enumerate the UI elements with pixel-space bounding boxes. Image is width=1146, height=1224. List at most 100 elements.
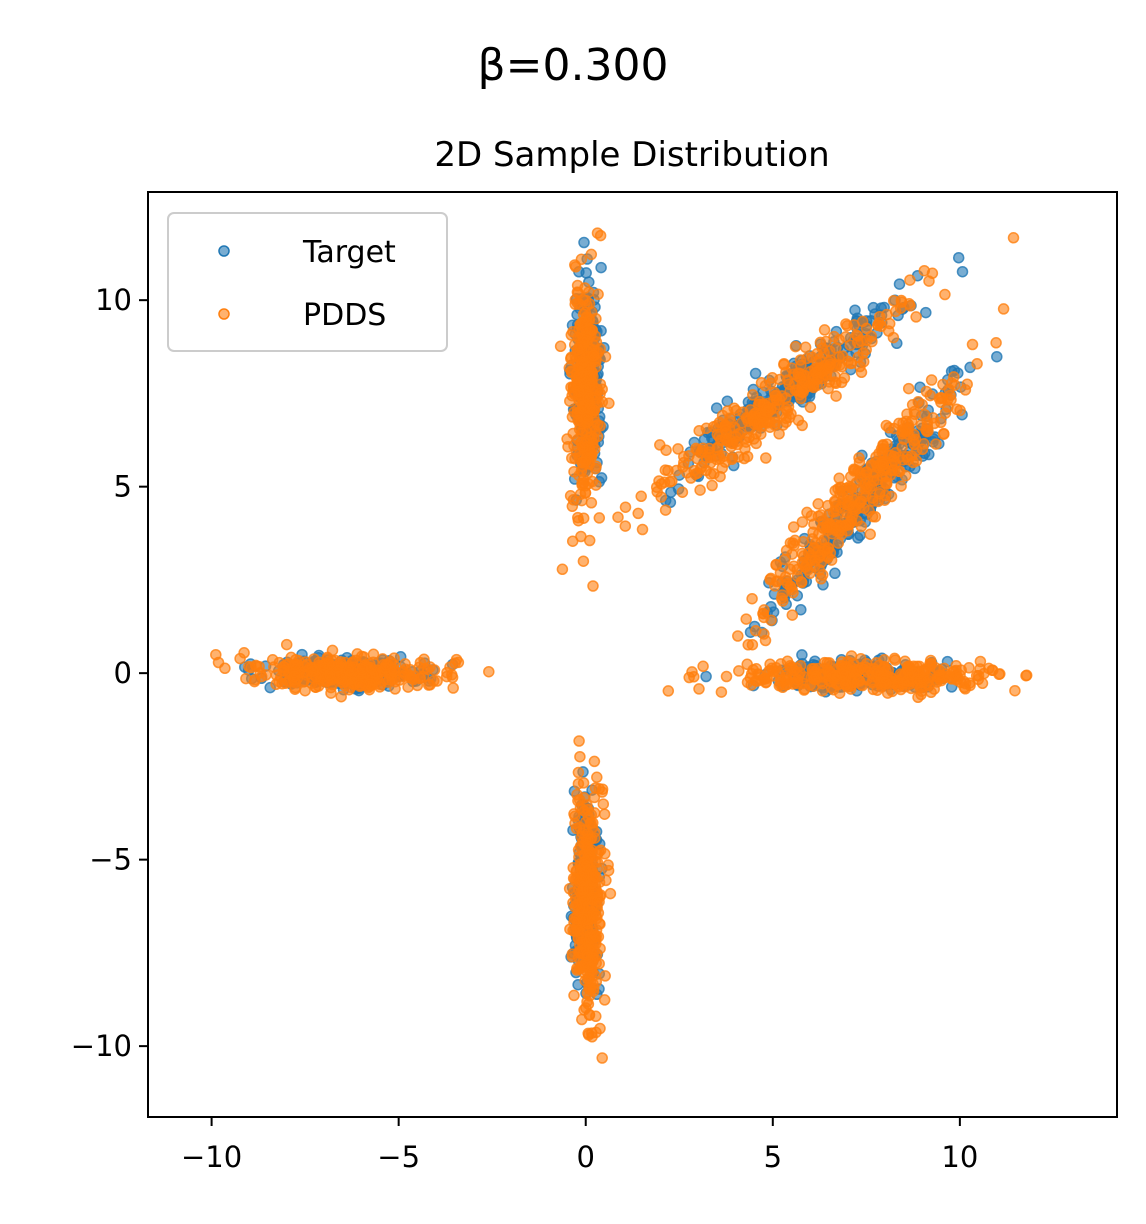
scatter-point [829, 567, 841, 580]
scatter-point [592, 288, 604, 301]
scatter-point [855, 520, 868, 533]
scatter-point [818, 324, 831, 336]
scatter-point [823, 345, 836, 357]
scatter-point [598, 808, 611, 820]
figure-suptitle: β=0.300 [478, 40, 669, 91]
scatter-point [798, 683, 811, 695]
scatter-point [766, 371, 779, 384]
scatter-point [791, 384, 803, 397]
scatter-point [431, 675, 443, 687]
scatter-point [786, 609, 799, 621]
scatter-point [697, 442, 709, 455]
scatter-point [749, 367, 762, 380]
scatter-point [693, 424, 705, 437]
scatter-point [942, 670, 955, 682]
scatter-point [568, 808, 580, 820]
scatter-point [576, 456, 589, 468]
scatter-point [920, 424, 932, 436]
scatter-point [958, 675, 970, 688]
scatter-point [662, 685, 675, 697]
scatter-point [585, 248, 598, 261]
scatter-point [693, 683, 705, 695]
legend-marker-target [218, 245, 230, 257]
scatter-point [596, 1052, 608, 1064]
scatter-point [808, 673, 821, 686]
scatter-point [288, 670, 301, 683]
scatter-point [593, 512, 606, 524]
scatter-point [700, 670, 712, 683]
scatter-point [961, 378, 973, 390]
x-tick-label: 5 [764, 1140, 782, 1174]
scatter-point [575, 369, 587, 381]
scatter-point [950, 660, 962, 672]
scatter-point [835, 520, 847, 532]
scatter-point [564, 490, 577, 502]
scatter-point [591, 895, 603, 907]
scatter-point [925, 374, 938, 386]
scatter-point [787, 586, 799, 599]
scatter-point [909, 408, 921, 421]
scatter-point [916, 681, 928, 693]
scatter-point [994, 668, 1006, 680]
scatter-point [815, 509, 827, 521]
scatter-point [358, 651, 370, 663]
scatter-point [902, 382, 915, 395]
scatter-point [588, 755, 601, 768]
scatter-point [822, 382, 834, 395]
scatter-point [781, 574, 793, 587]
scatter-point [875, 320, 887, 333]
scatter-point [1007, 232, 1020, 244]
scatter-point [742, 415, 754, 427]
scatter-point [869, 511, 882, 523]
scatter-point [577, 512, 590, 524]
scatter-point [335, 690, 347, 703]
scatter-point [849, 304, 861, 316]
scatter-point [775, 658, 787, 670]
plot-frame [147, 191, 1118, 1118]
scatter-point [576, 356, 589, 369]
scatter-point [596, 786, 608, 798]
y-tick-label: −10 [71, 1029, 132, 1063]
scatter-point [928, 417, 941, 430]
scatter-point [576, 316, 589, 329]
scatter-point [577, 441, 589, 453]
scatter-point [916, 443, 929, 456]
scatter-point [380, 659, 392, 671]
scatter-point [841, 489, 854, 502]
scatter-point [963, 662, 975, 674]
scatter-point [587, 580, 599, 592]
scatter-point [337, 676, 349, 689]
scatter-point [714, 470, 726, 483]
scatter-point [590, 930, 603, 942]
scatter-point [570, 899, 583, 911]
scatter-point [741, 450, 754, 463]
x-tick-label: −5 [377, 1140, 420, 1174]
scatter-point [824, 358, 836, 371]
scatter-point [587, 817, 599, 829]
scatter-point [845, 650, 858, 662]
scatter-point [576, 477, 588, 490]
scatter-point [802, 547, 815, 559]
scatter-point [797, 535, 809, 548]
y-tick-label: 10 [95, 283, 132, 317]
scatter-point [806, 533, 819, 545]
scatter-point [556, 563, 569, 576]
scatter-point [590, 909, 602, 922]
scatter-point [906, 399, 919, 411]
scatter-point [270, 678, 282, 691]
scatter-point [845, 357, 857, 370]
scatter-point [778, 553, 791, 566]
scatter-point [880, 677, 892, 690]
scatter-point [343, 664, 355, 677]
scatter-point [343, 683, 355, 696]
scatter-point [893, 417, 905, 430]
scatter-point [612, 511, 624, 523]
scatter-point [776, 589, 789, 601]
scatter-point [852, 532, 864, 544]
scatter-point [590, 871, 602, 883]
scatter-point [354, 679, 366, 691]
legend-label-target: Target [302, 235, 396, 270]
scatter-point [602, 864, 615, 877]
